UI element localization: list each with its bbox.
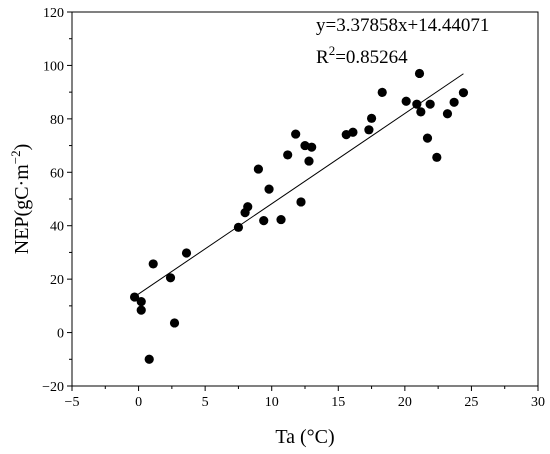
y-tick-label: 120: [43, 6, 64, 21]
y-axis-title-base: NEP(gC·m: [11, 164, 33, 254]
y-axis-title-close: ): [11, 144, 33, 151]
data-point: [422, 133, 433, 143]
x-tick-label: −5: [65, 395, 80, 410]
y-tick-label: 0: [57, 327, 64, 342]
r-squared-prefix: R: [316, 47, 329, 68]
fit-line: [134, 73, 464, 298]
y-tick-label: −20: [42, 380, 64, 395]
data-point: [148, 259, 158, 269]
y-axis-title: NEP(gC·m−2): [8, 144, 33, 255]
data-point: [291, 129, 301, 139]
data-point: [296, 197, 306, 207]
data-point: [304, 156, 314, 166]
data-point: [377, 87, 387, 98]
data-point: [276, 214, 286, 225]
data-point: [442, 109, 453, 119]
data-point: [401, 96, 411, 106]
fit-equation: y=3.37858x+14.44071: [316, 15, 489, 36]
x-tick-label: 10: [265, 395, 279, 410]
data-point: [366, 113, 377, 123]
y-tick-label: 80: [50, 113, 64, 128]
y-tick-label: 60: [50, 166, 64, 181]
r-squared-exponent: 2: [329, 43, 336, 58]
data-point: [129, 292, 140, 302]
x-tick-label: 0: [135, 395, 142, 410]
data-point: [348, 127, 358, 137]
data-point: [259, 216, 269, 226]
data-point: [165, 273, 176, 283]
data-point: [414, 68, 425, 79]
data-point: [136, 305, 146, 315]
axes: −5 0 5 10 15 20 25 30 −20 0 20 40 60 80 100 120: [42, 6, 545, 410]
data-point: [416, 107, 426, 117]
points-layer: [129, 68, 469, 364]
data-point: [181, 248, 192, 258]
r-squared: R2=0.85264: [316, 43, 408, 68]
plot-frame: [71, 11, 539, 387]
data-point: [283, 150, 293, 160]
data-point: [243, 202, 253, 212]
data-point: [264, 184, 274, 194]
data-point: [458, 88, 469, 98]
x-axis-title: Ta (°C): [275, 426, 334, 448]
x-tick-label: 30: [531, 395, 545, 410]
data-point: [136, 296, 146, 307]
x-tick-label: 5: [202, 395, 209, 410]
data-point: [425, 99, 435, 109]
x-tick-label: 15: [331, 395, 345, 410]
data-point: [432, 152, 442, 162]
data-point: [233, 222, 244, 232]
data-point: [449, 97, 459, 107]
fit-layer: [134, 73, 464, 298]
data-point: [144, 354, 154, 364]
y-tick-label: 100: [43, 59, 64, 74]
y-tick-label: 40: [50, 220, 64, 235]
y-axis-title-exponent: −2: [8, 150, 23, 164]
data-point: [169, 318, 180, 328]
r-squared-value: =0.85264: [335, 47, 408, 68]
x-tick-label: 25: [464, 395, 478, 410]
x-tick-label: 20: [398, 395, 412, 410]
y-tick-label: 20: [50, 273, 64, 288]
data-point: [307, 142, 317, 152]
data-point: [412, 99, 422, 109]
data-point: [253, 164, 263, 174]
data-point: [364, 125, 374, 135]
